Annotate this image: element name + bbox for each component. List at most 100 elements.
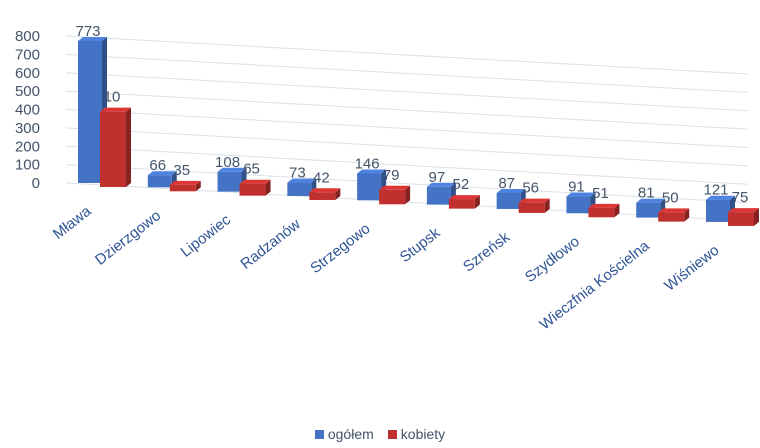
bar-side — [335, 188, 341, 200]
category-label: Stupsk — [397, 224, 444, 266]
category-label: Radzanów — [237, 216, 303, 273]
gridline — [65, 145, 749, 185]
bar-side — [405, 185, 411, 205]
bar-top — [728, 208, 759, 213]
bar-kobiety — [239, 183, 266, 196]
bar-top — [239, 179, 271, 184]
data-label: 108 — [215, 154, 240, 171]
bar-kobiety — [309, 192, 336, 200]
bar-top — [217, 167, 247, 172]
category-label: Szreńsk — [460, 228, 514, 275]
bar-kobiety — [448, 199, 475, 209]
bar-top — [426, 182, 456, 187]
bar-top — [566, 192, 596, 197]
data-label: 773 — [75, 23, 100, 40]
y-tick-label: 100 — [15, 157, 40, 174]
gridline — [65, 35, 749, 75]
bar-side — [614, 203, 620, 218]
bar-top — [100, 107, 131, 112]
bar-top — [518, 198, 550, 203]
bar-top — [379, 185, 411, 190]
y-tick-label: 400 — [15, 102, 40, 119]
bar-ogolem — [147, 175, 172, 188]
data-label: 121 — [703, 182, 728, 199]
gridline — [65, 53, 749, 93]
bar-ogolem — [357, 173, 382, 201]
legend-item-ogolem: ogółem — [314, 426, 374, 442]
bar-kobiety — [728, 212, 754, 226]
data-label: 10 — [104, 89, 121, 106]
bar-top — [496, 188, 526, 193]
bar-kobiety — [658, 212, 685, 222]
gridline — [65, 127, 749, 167]
bar-top — [658, 208, 690, 213]
data-label: 87 — [498, 175, 515, 192]
y-tick-label: 200 — [15, 138, 40, 155]
category-label: Lipowiec — [178, 211, 235, 261]
bar-top — [309, 188, 341, 193]
data-label: 56 — [522, 180, 539, 197]
bar-ogolem — [217, 171, 242, 192]
legend: ogółem kobiety — [0, 426, 760, 442]
bar-ogolem — [496, 192, 521, 209]
bar-side — [684, 208, 690, 222]
category-label: Mława — [50, 202, 95, 242]
legend-label-ogolem: ogółem — [327, 426, 374, 442]
bar-top — [636, 198, 666, 203]
y-tick-label: 500 — [15, 83, 40, 100]
data-label: 51 — [592, 185, 609, 202]
bar-side — [195, 180, 201, 192]
bar-kobiety — [169, 184, 196, 192]
bar-top — [588, 203, 620, 208]
y-tick-label: 800 — [15, 28, 40, 45]
data-label: 66 — [149, 157, 166, 174]
bar-ogolem — [706, 199, 730, 222]
bar-top — [169, 180, 201, 185]
bar-side — [474, 195, 480, 209]
bar-kobiety — [518, 202, 545, 213]
bar-ogolem — [566, 196, 591, 214]
gridlines — [65, 35, 749, 222]
data-label: 52 — [453, 176, 470, 193]
category-label: Wiśniewo — [661, 242, 722, 295]
gridline — [65, 109, 749, 149]
bar-kobiety — [100, 111, 126, 187]
category-label: Szydłowo — [522, 233, 583, 286]
data-label: 79 — [383, 167, 400, 184]
bar-top — [287, 178, 317, 183]
data-label: 50 — [662, 189, 679, 206]
legend-item-kobiety: kobiety — [387, 426, 445, 442]
bar-ogolem — [426, 186, 451, 205]
data-label: 146 — [355, 155, 380, 172]
category-label: Dzierzgowo — [92, 207, 164, 269]
bar-top — [448, 195, 480, 200]
bar-kobiety — [379, 189, 406, 205]
data-label: 73 — [289, 165, 306, 182]
bar-side — [754, 208, 759, 226]
y-tick-label: 600 — [15, 65, 40, 82]
legend-swatch-ogolem — [314, 429, 324, 439]
bar-top — [706, 195, 735, 200]
bar-ogolem — [78, 40, 102, 184]
bar-top — [357, 169, 387, 174]
bar-side — [544, 198, 550, 213]
data-label: 75 — [732, 189, 749, 206]
legend-swatch-kobiety — [387, 429, 397, 439]
bar-ogolem — [287, 182, 312, 196]
gridline — [65, 164, 749, 204]
data-label: 91 — [568, 179, 585, 196]
y-tick-label: 700 — [15, 46, 40, 63]
data-label: 35 — [173, 162, 190, 179]
bar-side — [126, 107, 131, 187]
data-label: 97 — [429, 169, 446, 186]
bar-top — [78, 36, 107, 41]
data-label: 81 — [638, 185, 655, 202]
bar-ogolem — [636, 202, 661, 218]
bar-top — [147, 171, 177, 176]
bar-side — [265, 179, 271, 196]
bar-kobiety — [588, 207, 615, 218]
